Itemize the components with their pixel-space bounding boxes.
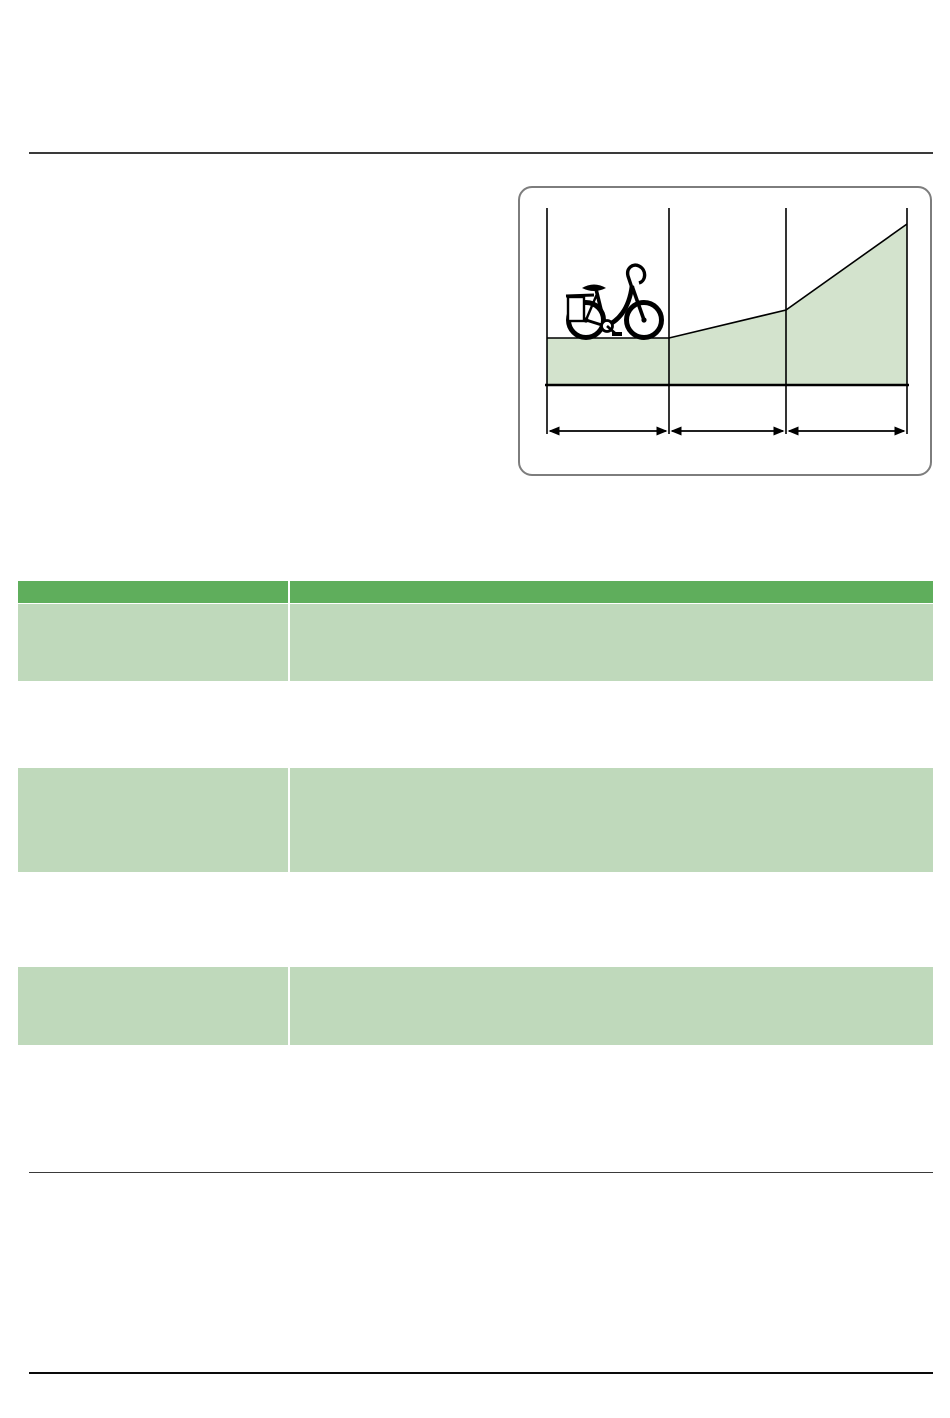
table-cell-right [290, 967, 933, 1045]
table-cell-left [18, 967, 290, 1045]
table-header-cell-right [290, 581, 933, 603]
table-cell-left [18, 768, 290, 872]
table-cell-right [290, 768, 933, 872]
table-header-row [18, 581, 933, 604]
table-row [18, 604, 933, 681]
table-row [18, 768, 933, 872]
spec-table-2 [18, 768, 933, 872]
zone-divider-lines [546, 208, 908, 434]
slope-diagram-canvas [545, 208, 909, 436]
slope-diagram-figure [518, 186, 932, 476]
top-rule [29, 152, 933, 154]
section-rule [29, 1172, 933, 1174]
table-header-cell-left [18, 581, 290, 603]
table-cell-left [18, 604, 290, 681]
gradient-profile-line [547, 223, 908, 339]
spec-table-3 [18, 967, 933, 1045]
spec-table-1 [18, 581, 933, 681]
bicycle-icon [565, 263, 664, 340]
table-row [18, 967, 933, 1045]
table-cell-right [290, 604, 933, 681]
footer-rule [29, 1372, 933, 1375]
gradient-profile-fill [547, 224, 907, 385]
